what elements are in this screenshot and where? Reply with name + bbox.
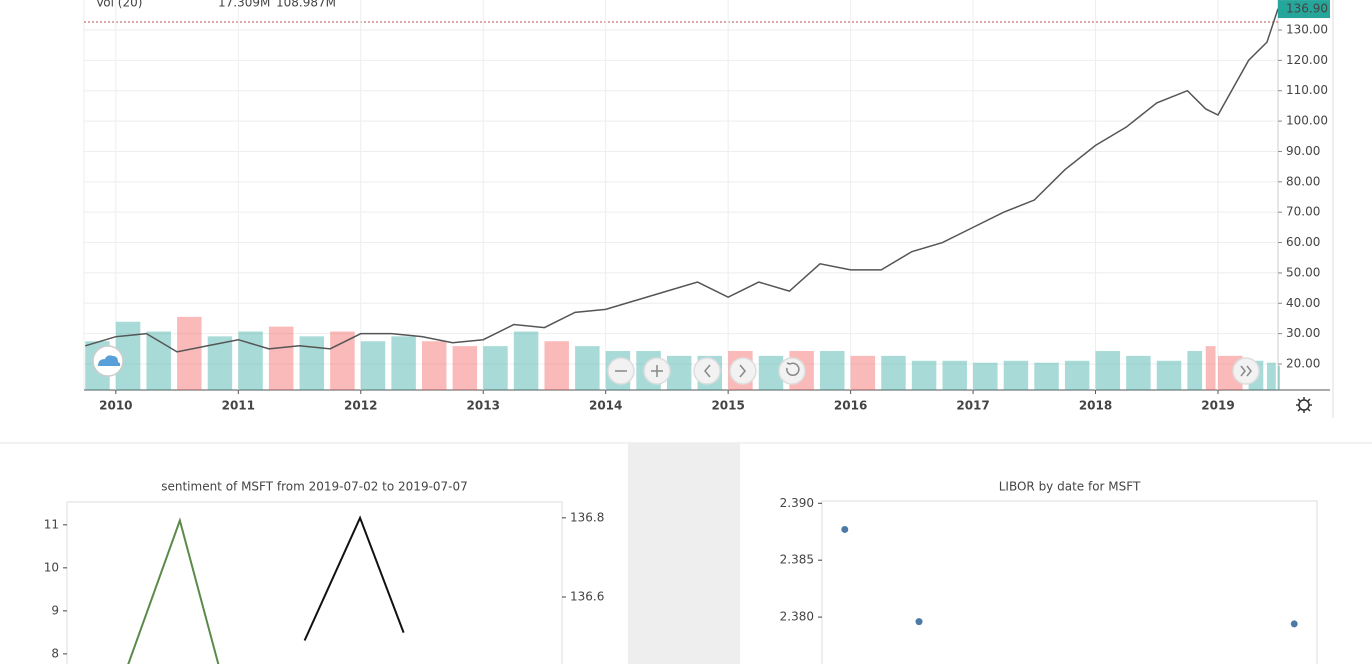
price-line xyxy=(85,8,1279,353)
libor-chart: LIBOR by date for MSFT 2.390 2.385 2.380 xyxy=(780,480,1318,664)
chart-title: LIBOR by date for MSFT xyxy=(999,480,1141,494)
series-line xyxy=(127,517,220,664)
volume-bar xyxy=(911,360,937,390)
y-tick-label: 80.00 xyxy=(1286,174,1320,188)
volume-bar xyxy=(513,331,539,390)
y-tick-label: 130.00 xyxy=(1286,23,1328,37)
gap-panel xyxy=(628,443,740,664)
y-tick-label: 8 xyxy=(51,646,59,660)
y-tick-label: 40.00 xyxy=(1286,296,1320,310)
y-tick-label: 110.00 xyxy=(1286,83,1328,97)
y2-tick-label: 136.8 xyxy=(570,510,604,524)
x-tick-label: 2011 xyxy=(222,399,255,413)
x-tick-label: 2016 xyxy=(834,399,867,413)
sentiment-chart: sentiment of MSFT from 2019-07-02 to 201… xyxy=(44,480,604,664)
volume-bar xyxy=(850,355,876,390)
legend-value: 17.309M xyxy=(218,0,270,10)
last-price-label: 136.90 xyxy=(1286,2,1328,16)
y-tick-label: 2.385 xyxy=(780,553,814,567)
volume-bar xyxy=(544,341,569,390)
y-tick-label: 100.00 xyxy=(1286,114,1328,128)
volume-bar xyxy=(330,331,355,390)
volume-bar xyxy=(1156,360,1182,390)
scroll-end-button[interactable] xyxy=(1232,357,1260,385)
point xyxy=(915,618,923,626)
scroll-right-button[interactable] xyxy=(729,357,757,385)
y-tick-label: 70.00 xyxy=(1286,205,1320,219)
volume-bar xyxy=(973,362,998,390)
legend-name: Vol (20) xyxy=(96,0,142,10)
series-line xyxy=(303,515,405,641)
reset-button[interactable] xyxy=(778,357,806,385)
volume-bar xyxy=(268,326,294,390)
volume-bar xyxy=(1095,351,1121,390)
volume-bar xyxy=(360,341,386,390)
volume-bar xyxy=(1205,346,1216,390)
end-icon xyxy=(1240,365,1252,377)
y-tick-label: 90.00 xyxy=(1286,144,1320,158)
price-chart: 20.00 30.00 40.00 50.00 60.00 70.00 80.00 90.00… xyxy=(84,0,1330,413)
x-tick-label: 2014 xyxy=(589,399,622,413)
right-icon xyxy=(739,364,746,378)
x-tick-label: 2019 xyxy=(1201,399,1234,413)
y2-tick-label: 136.6 xyxy=(570,589,604,603)
logo-icon xyxy=(98,355,121,366)
volume-bar xyxy=(1187,351,1203,390)
volume-bar xyxy=(421,341,447,390)
point xyxy=(1290,620,1298,628)
x-tick-label: 2018 xyxy=(1079,399,1112,413)
y-tick-label: 9 xyxy=(51,603,59,617)
volume-bar xyxy=(452,346,478,390)
plus-icon xyxy=(651,365,663,377)
plot-frame xyxy=(821,500,1318,664)
reset-icon xyxy=(786,362,800,376)
point xyxy=(841,525,849,533)
volume-bar xyxy=(1034,362,1059,390)
volume-bar xyxy=(1266,362,1276,390)
volume-bar xyxy=(1126,355,1151,390)
x-tick-label: 2012 xyxy=(344,399,377,413)
last-price-box xyxy=(1278,0,1330,19)
y-tick-label: 120.00 xyxy=(1286,53,1328,67)
volume-bar xyxy=(1003,360,1029,390)
plot-frame xyxy=(66,501,563,664)
y-tick-label: 2.390 xyxy=(780,496,814,510)
y-tick-label: 10 xyxy=(44,560,59,574)
nav-buttons xyxy=(92,345,1312,413)
volume-bar xyxy=(881,355,906,390)
y-tick-label: 20.00 xyxy=(1286,357,1320,371)
scroll-left-button[interactable] xyxy=(693,357,721,385)
x-tick-label: 2015 xyxy=(711,399,744,413)
x-tick-label: 2017 xyxy=(956,399,989,413)
settings-icon xyxy=(1296,397,1312,413)
volume-bar xyxy=(819,351,845,390)
y-tick-label: 2.380 xyxy=(780,610,814,624)
volume-bar xyxy=(299,336,325,390)
chart-title: sentiment of MSFT from 2019-07-02 to 201… xyxy=(161,480,468,494)
volume-bar xyxy=(177,316,202,390)
x-tick-label: 2013 xyxy=(467,399,500,413)
volume-bar xyxy=(1278,365,1280,390)
x-tick-label: 2010 xyxy=(99,399,132,413)
left-icon xyxy=(704,364,711,378)
volume-bar xyxy=(666,355,692,390)
volume-bar xyxy=(483,346,508,390)
y-tick-label: 60.00 xyxy=(1286,235,1320,249)
y-tick-label: 50.00 xyxy=(1286,265,1320,279)
y-tick-label: 11 xyxy=(44,517,59,531)
volume-bar xyxy=(391,336,416,390)
volume-bar xyxy=(575,346,600,390)
y-tick-label: 30.00 xyxy=(1286,326,1320,340)
volume-bar xyxy=(1064,360,1090,390)
legend-value: 108.987M xyxy=(276,0,336,10)
volume-bar xyxy=(942,360,967,390)
